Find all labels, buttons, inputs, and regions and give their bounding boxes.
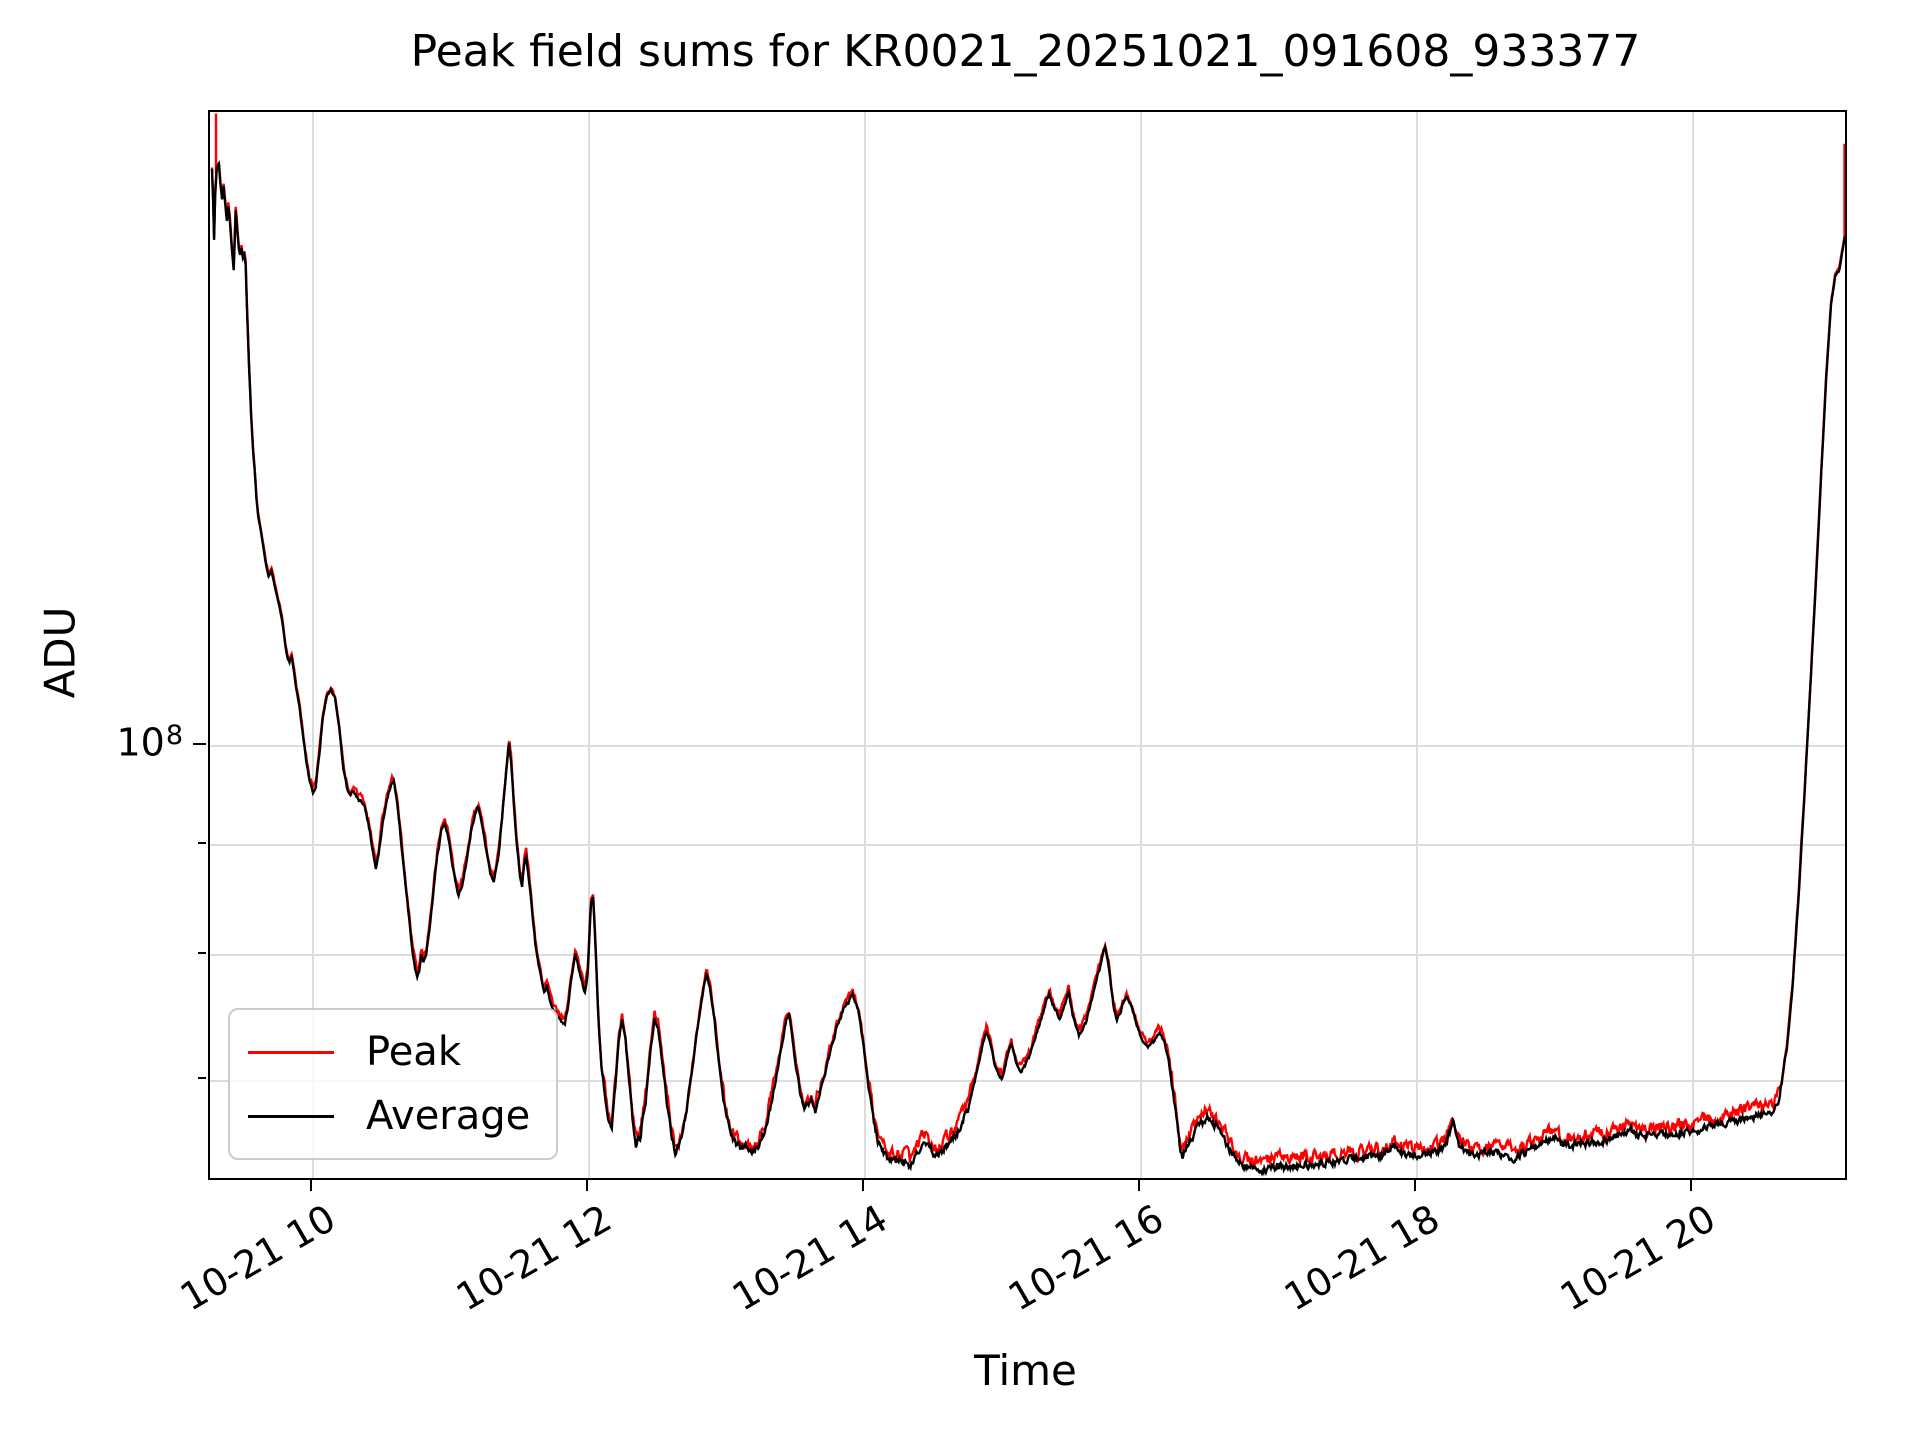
y-gridline: [210, 843, 1845, 846]
peak-legend-line-icon: [248, 1050, 334, 1054]
x-tick-label: 10-21 10: [173, 1196, 344, 1320]
y-minor-tick-mark: [197, 841, 206, 844]
x-tick-mark: [585, 1178, 589, 1191]
legend: Peak Average: [228, 1008, 558, 1160]
y-minor-tick-mark: [197, 952, 206, 955]
x-tick-label: 10-21 16: [1001, 1196, 1172, 1320]
y-gridline: [210, 954, 1845, 957]
x-gridline: [588, 112, 590, 1178]
x-gridline: [864, 112, 866, 1178]
y-tick-label: 108: [116, 720, 183, 765]
plot-area: [208, 110, 1847, 1180]
x-tick-mark: [1413, 1178, 1417, 1191]
x-tick-mark: [1137, 1178, 1141, 1191]
x-tick-label: 10-21 18: [1277, 1196, 1448, 1320]
x-tick-mark: [309, 1178, 313, 1191]
x-axis-label: Time: [974, 1346, 1077, 1395]
x-tick-mark: [861, 1178, 865, 1191]
legend-item-average: Average: [230, 1084, 530, 1148]
legend-item-peak: Peak: [230, 1020, 461, 1084]
average-legend-line-icon: [248, 1114, 334, 1118]
x-tick-label: 10-21 14: [725, 1196, 896, 1320]
x-tick-label: 10-21 20: [1553, 1196, 1724, 1320]
average-line: [210, 160, 1845, 1177]
y-major-tick-mark: [192, 742, 206, 746]
x-tick-label: 10-21 12: [449, 1196, 620, 1320]
legend-label-peak: Peak: [366, 1029, 461, 1075]
x-tick-mark: [1689, 1178, 1693, 1191]
x-gridline: [1692, 112, 1694, 1178]
y-gridline: [210, 744, 1845, 747]
y-minor-tick-mark: [197, 1077, 206, 1080]
chart-title: Peak field sums for KR0021_20251021_0916…: [410, 26, 1641, 77]
x-gridline: [312, 112, 314, 1178]
y-gridline: [210, 1079, 1845, 1082]
legend-label-average: Average: [366, 1093, 531, 1139]
data-curves: [210, 113, 1845, 1177]
x-gridline: [1416, 112, 1418, 1178]
y-axis-label: ADU: [35, 606, 85, 699]
x-gridline: [1140, 112, 1142, 1178]
